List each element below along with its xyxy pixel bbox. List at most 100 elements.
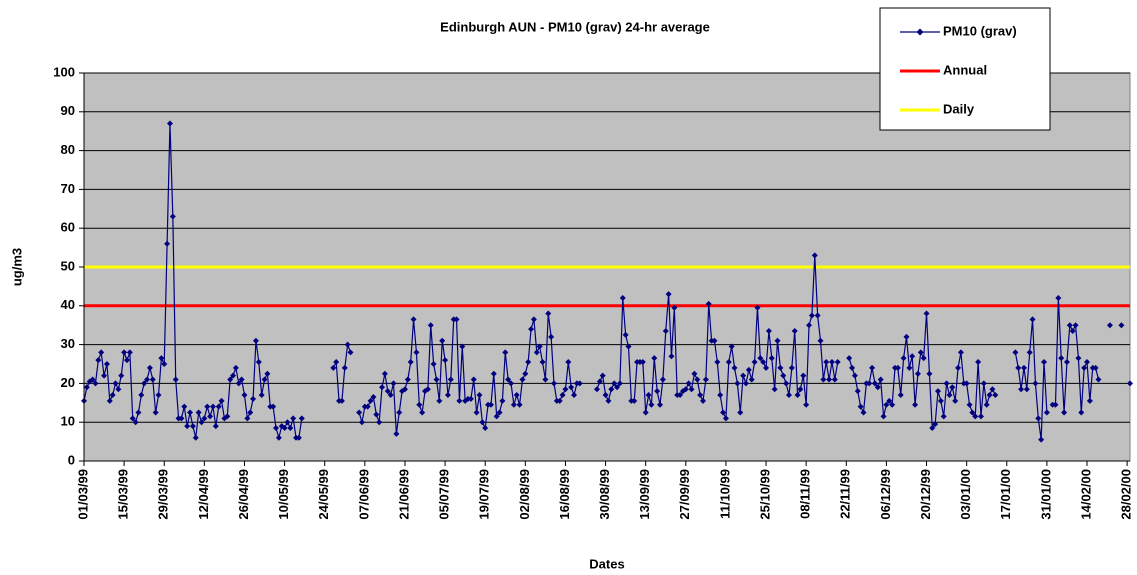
data-point: [768, 355, 775, 362]
data-point: [986, 392, 993, 399]
data-point: [972, 413, 979, 420]
data-point: [912, 401, 919, 408]
data-point: [410, 316, 417, 323]
x-tick-label: 26/04/99: [236, 469, 251, 520]
data-point: [287, 425, 294, 432]
data-point: [851, 372, 858, 379]
data-point: [725, 359, 732, 366]
x-tick-label: 13/09/99: [637, 469, 652, 520]
data-point: [883, 401, 890, 408]
data-point: [121, 349, 128, 356]
data-point: [447, 376, 454, 383]
data-point: [255, 359, 262, 366]
data-point: [565, 359, 572, 366]
y-tick-label: 90: [61, 103, 75, 118]
data-point: [785, 392, 792, 399]
data-point: [510, 401, 517, 408]
data-point: [261, 376, 268, 383]
data-point: [467, 395, 474, 402]
data-point: [542, 376, 549, 383]
data-point: [622, 331, 629, 338]
data-point: [608, 386, 615, 393]
data-point: [1078, 409, 1085, 416]
data-point: [178, 415, 185, 422]
data-point: [1092, 364, 1099, 371]
data-point: [808, 312, 815, 319]
data-point: [146, 364, 153, 371]
x-tick-label: 28/02/00: [1119, 469, 1134, 520]
data-point: [605, 397, 612, 404]
data-point: [631, 397, 638, 404]
data-point: [281, 425, 288, 432]
x-tick-label: 29/03/99: [156, 469, 171, 520]
data-point: [611, 380, 618, 387]
data-point: [717, 392, 724, 399]
data-point: [714, 359, 721, 366]
data-point: [914, 370, 921, 377]
data-point: [1015, 364, 1022, 371]
data-point: [826, 376, 833, 383]
y-tick-label: 40: [61, 297, 75, 312]
data-point: [505, 376, 512, 383]
data-point: [1020, 364, 1027, 371]
data-point: [562, 386, 569, 393]
data-point: [295, 434, 302, 441]
x-tick-label: 22/11/99: [838, 469, 853, 519]
data-point: [459, 343, 466, 350]
legend: PM10 (grav) Annual Daily: [879, 7, 1051, 131]
data-point: [616, 380, 623, 387]
data-point: [777, 364, 784, 371]
legend-label: PM10 (grav): [943, 23, 1017, 38]
data-point: [103, 361, 110, 367]
data-point: [550, 380, 557, 387]
x-tick-label: 25/10/99: [757, 469, 772, 520]
data-point: [691, 370, 698, 377]
y-tick-label: 50: [61, 258, 75, 273]
data-point: [347, 349, 354, 356]
data-point: [602, 392, 609, 399]
data-point: [955, 364, 962, 371]
data-point: [949, 384, 956, 391]
data-point: [499, 397, 506, 404]
data-point: [1061, 409, 1068, 416]
data-point: [270, 403, 277, 410]
data-point: [599, 372, 606, 379]
data-point: [456, 397, 463, 404]
data-point: [330, 364, 337, 371]
data-point: [479, 419, 486, 426]
data-point: [126, 349, 133, 356]
data-point: [685, 380, 692, 387]
data-point: [381, 370, 388, 377]
data-point: [215, 403, 222, 410]
data-point: [413, 349, 420, 356]
data-point: [101, 372, 108, 379]
y-tick-label: 0: [68, 452, 75, 467]
data-point: [250, 395, 257, 402]
data-point: [493, 413, 500, 420]
x-tick-label: 05/07/99: [437, 469, 452, 520]
data-point: [1127, 380, 1133, 387]
data-point: [794, 392, 801, 399]
data-point: [187, 409, 194, 416]
data-point: [1018, 386, 1025, 393]
data-point: [963, 380, 970, 387]
data-point: [1072, 322, 1079, 329]
x-tick-label: 07/06/99: [356, 469, 371, 520]
data-point: [247, 409, 254, 416]
data-point: [783, 380, 790, 387]
data-point: [700, 397, 707, 404]
data-point: [528, 326, 535, 333]
data-point: [742, 380, 749, 387]
data-point: [536, 343, 543, 350]
data-point: [424, 386, 431, 393]
data-point: [525, 359, 532, 366]
data-point: [811, 252, 818, 259]
data-point: [943, 380, 950, 387]
data-point: [264, 370, 271, 377]
x-tick-label: 01/03/99: [75, 469, 90, 520]
data-point: [273, 425, 280, 432]
data-point: [731, 364, 738, 371]
data-point: [757, 355, 764, 362]
data-point: [559, 392, 566, 399]
data-point: [444, 392, 451, 399]
